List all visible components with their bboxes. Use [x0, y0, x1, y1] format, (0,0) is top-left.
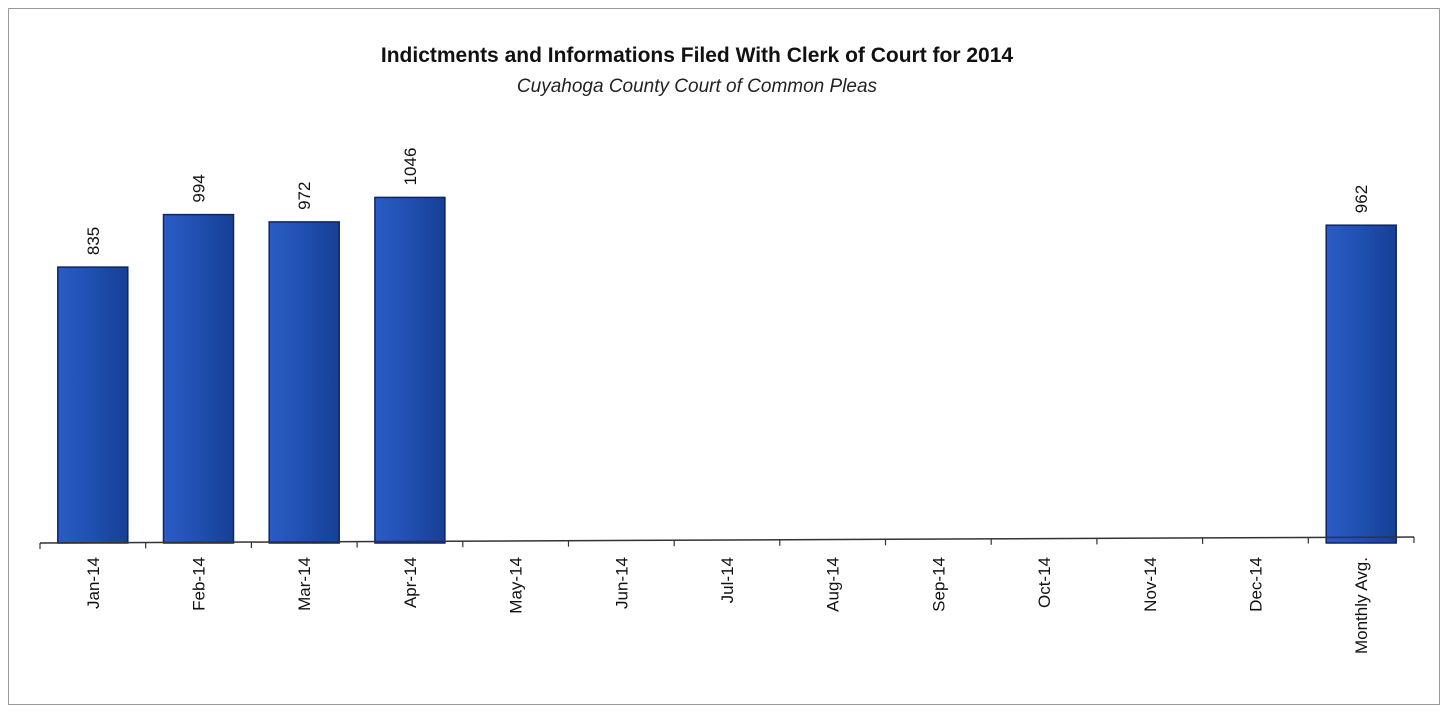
chart-frame	[8, 8, 1440, 705]
x-tick-label: Mar-14	[295, 557, 314, 611]
data-label: 994	[190, 174, 209, 202]
x-tick-label: Jun-14	[612, 557, 631, 609]
x-tick-label: Feb-14	[190, 557, 209, 611]
data-label: 972	[295, 182, 314, 210]
bar-feb-14	[162, 213, 235, 544]
data-labels-layer: 835 994 972 1046 962	[84, 148, 1371, 256]
x-tick-label: Monthly Avg.	[1352, 557, 1371, 654]
x-tick-label: May-14	[507, 557, 526, 614]
x-tick-label: Nov-14	[1141, 557, 1160, 612]
x-tick-label: Sep-14	[929, 557, 948, 612]
x-tick-label: Apr-14	[401, 557, 420, 608]
bars-layer	[57, 196, 1397, 544]
x-tick-label: Aug-14	[824, 557, 843, 612]
bar-jan-14	[57, 266, 129, 544]
x-axis-line	[39, 536, 1415, 544]
chart-subtitle: Cuyahoga County Court of Common Pleas	[517, 76, 878, 97]
x-tick-label: Dec-14	[1247, 557, 1266, 612]
data-label: 835	[84, 227, 103, 255]
bar-apr-14	[374, 196, 446, 544]
x-tick-label: Jan-14	[84, 557, 103, 609]
data-label: 962	[1352, 185, 1371, 213]
x-tick-label: Oct-14	[1035, 557, 1054, 608]
x-tick-label: Jul-14	[718, 557, 737, 603]
chart-title: Indictments and Informations Filed With …	[381, 44, 1014, 67]
x-axis: Jan-14 Feb-14 Mar-14 Apr-14 May-14 Jun-14 Jul-…	[39, 536, 1415, 654]
bar-monthly-avg	[1325, 224, 1397, 544]
bar-mar-14	[268, 221, 340, 544]
data-label: 1046	[401, 148, 420, 186]
